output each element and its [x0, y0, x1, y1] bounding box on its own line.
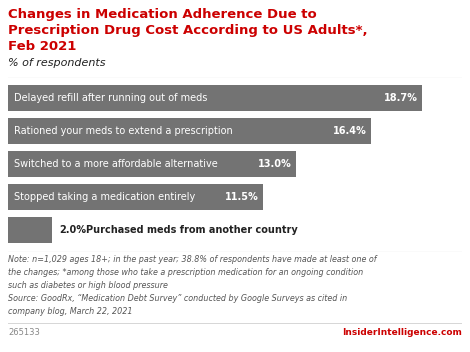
Text: Note: n=1,029 ages 18+; in the past year; 38.8% of respondents have made at leas: Note: n=1,029 ages 18+; in the past year…	[8, 255, 376, 264]
Text: 13.0%: 13.0%	[258, 159, 291, 169]
Text: the changes; *among those who take a prescription medication for an ongoing cond: the changes; *among those who take a pre…	[8, 268, 363, 277]
Bar	[8, 85, 422, 111]
Text: 11.5%: 11.5%	[225, 192, 258, 202]
Text: % of respondents: % of respondents	[8, 58, 105, 68]
Text: InsiderIntelligence.com: InsiderIntelligence.com	[342, 328, 462, 337]
Text: 18.7%: 18.7%	[384, 93, 418, 103]
Text: Stopped taking a medication entirely: Stopped taking a medication entirely	[14, 192, 195, 202]
Text: Rationed your meds to extend a prescription: Rationed your meds to extend a prescript…	[14, 126, 232, 136]
Text: company blog, March 22, 2021: company blog, March 22, 2021	[8, 307, 133, 316]
Text: Changes in Medication Adherence Due to: Changes in Medication Adherence Due to	[8, 8, 317, 21]
Bar	[8, 118, 371, 144]
Text: Purchased meds from another country: Purchased meds from another country	[86, 225, 297, 235]
Bar	[8, 151, 296, 177]
Text: Prescription Drug Cost According to US Adults*,: Prescription Drug Cost According to US A…	[8, 24, 368, 37]
Bar	[8, 217, 52, 243]
Text: Delayed refill after running out of meds: Delayed refill after running out of meds	[14, 93, 207, 103]
Bar	[8, 184, 263, 210]
Text: 16.4%: 16.4%	[333, 126, 367, 136]
Text: Source: GoodRx, “Medication Debt Survey” conducted by Google Surveys as cited in: Source: GoodRx, “Medication Debt Survey”…	[8, 294, 347, 303]
Text: such as diabetes or high blood pressure: such as diabetes or high blood pressure	[8, 281, 168, 290]
Text: Feb 2021: Feb 2021	[8, 40, 76, 53]
Text: 2.0%: 2.0%	[59, 225, 86, 235]
Text: 265133: 265133	[8, 328, 40, 337]
Text: Switched to a more affordable alternative: Switched to a more affordable alternativ…	[14, 159, 217, 169]
